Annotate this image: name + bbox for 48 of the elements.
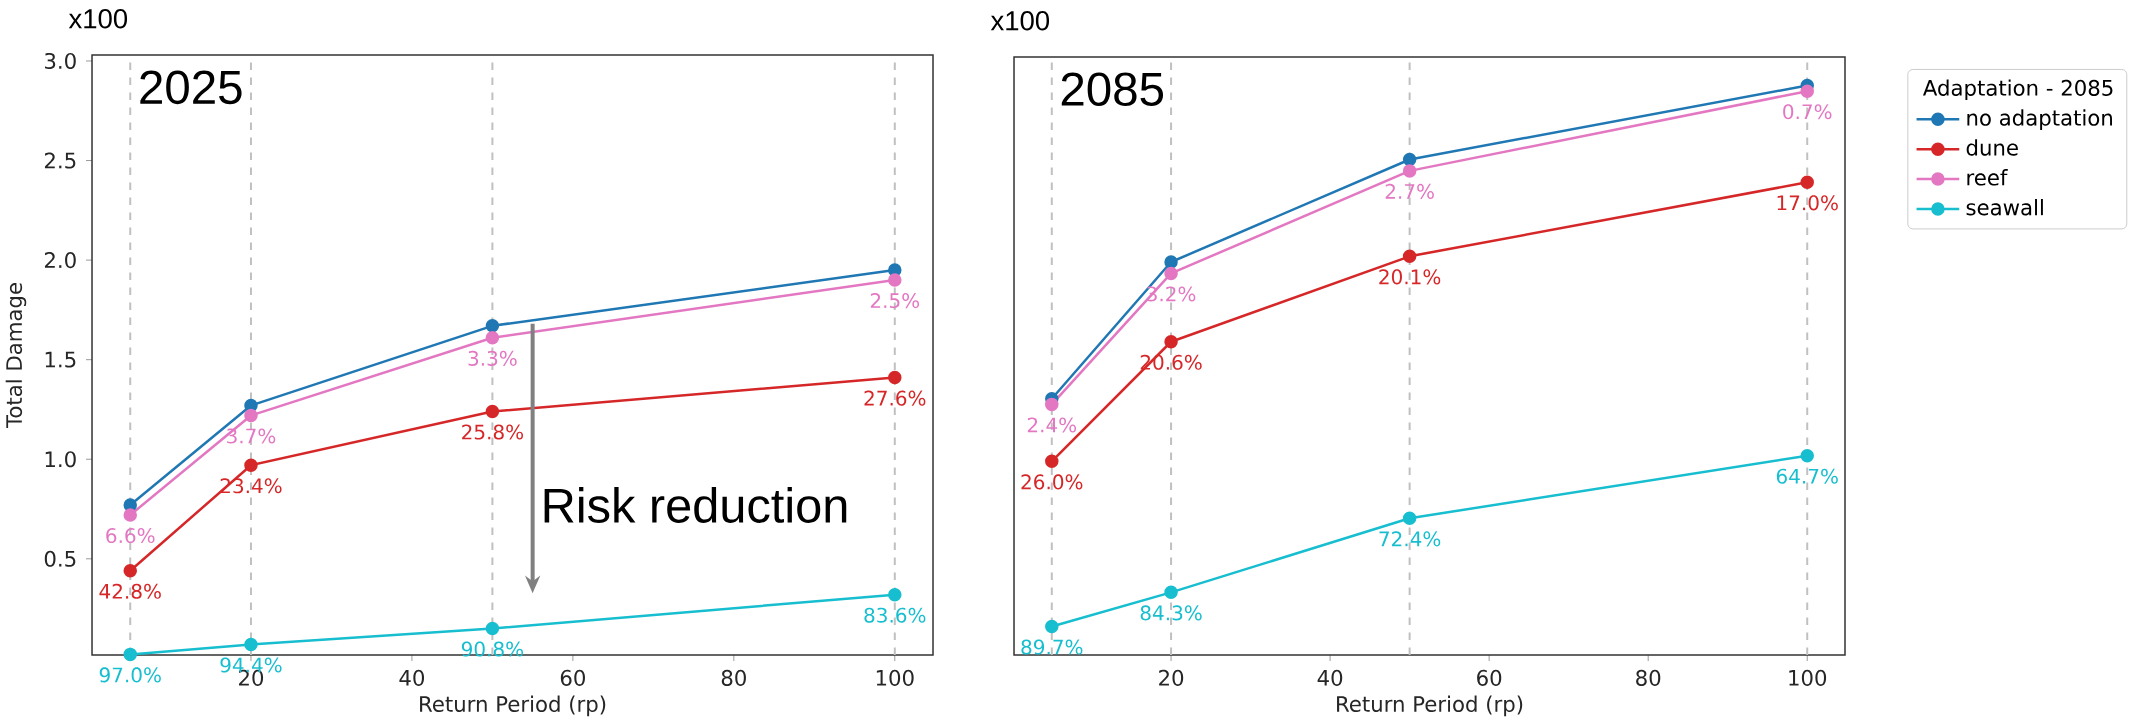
annotation: 42.8%	[99, 583, 161, 599]
annotation: 27.6%	[864, 390, 926, 406]
y-tick-label: 2.5	[44, 152, 76, 169]
y-axis-title: Total Damage	[5, 283, 27, 429]
x-tick-label: 100	[1789, 669, 1827, 686]
x-tick-label: 80	[1636, 669, 1661, 686]
annotation: 2.7%	[1385, 183, 1434, 200]
text: x100	[990, 11, 1050, 31]
x-axis-title: Return Period (rp)	[420, 695, 606, 717]
annotation: 6.6%	[106, 527, 155, 544]
x-tick-label: 40	[399, 669, 425, 686]
legend-label: seawall	[1966, 199, 2043, 216]
y-tick-label: 2.0	[44, 252, 76, 269]
x-tick-label: 60	[560, 669, 585, 686]
annotation: 84.3%	[1140, 605, 1202, 621]
y-tick-label: 1.5	[45, 351, 76, 368]
annotation: 17.0%	[1777, 195, 1838, 211]
x-tick-label: 20	[1159, 669, 1184, 686]
annotation: 26.0%	[1021, 474, 1083, 490]
legend-label: reef	[1967, 169, 2008, 186]
x-tick-label: 100	[876, 669, 914, 686]
x-tick-label: 80	[721, 669, 746, 686]
x-tick-label: 40	[1317, 669, 1343, 686]
annotation: 64.7%	[1776, 468, 1838, 484]
annotation: 97.0%	[99, 667, 161, 683]
annotation: 90.8%	[461, 641, 524, 657]
text: x100	[68, 9, 128, 29]
y-tick-label: 1.0	[45, 451, 76, 468]
annotation: 20.1%	[1379, 269, 1441, 285]
legend-label: no adaptation	[1967, 109, 2112, 130]
x-tick-label: 60	[1477, 669, 1502, 686]
annotation: Risk reduction	[544, 487, 847, 523]
legend-label: dune	[1966, 139, 2018, 156]
y-tick-label: 3.0	[45, 52, 76, 70]
annotation: 83.6%	[864, 607, 926, 623]
annotation: 0.7%	[1783, 104, 1832, 120]
annotation: 3.7%	[227, 428, 276, 444]
chart-title: 2025	[140, 70, 242, 105]
chart-title: 2085	[1061, 72, 1164, 107]
x-axis-title: Return Period (rp)	[1337, 695, 1523, 717]
y-tick-label: 0.5	[44, 550, 76, 567]
annotation: 3.3%	[468, 350, 517, 366]
annotation: 2.5%	[870, 293, 920, 309]
annotation: 89.7%	[1021, 639, 1083, 655]
annotation: 72.4%	[1379, 531, 1441, 547]
annotation: 25.8%	[462, 424, 524, 440]
legend-title: Adaptation - 2085	[1922, 79, 2113, 101]
annotation: 2.4%	[1027, 417, 1077, 433]
